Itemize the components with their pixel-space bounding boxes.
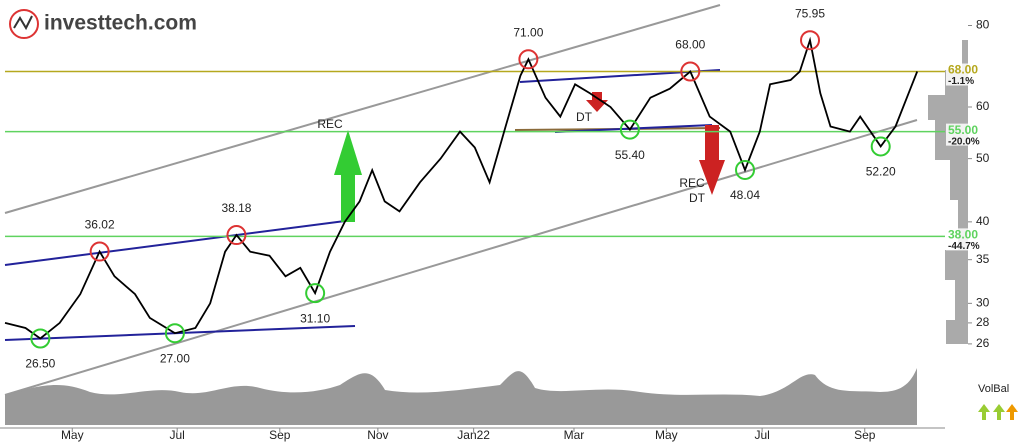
trend-line	[554, 124, 713, 133]
extreme-label: 71.00	[513, 25, 543, 39]
signal-label: REC	[679, 176, 705, 190]
extreme-marker	[518, 49, 539, 70]
signal-label: DT	[576, 110, 593, 124]
y-tick-label: 40	[976, 214, 990, 228]
extreme-marker	[164, 323, 185, 344]
x-tick-label: Sep	[854, 428, 876, 442]
trend-line	[4, 220, 346, 266]
sell-arrow	[586, 92, 608, 112]
level-change: -1.1%	[948, 76, 974, 87]
level-box	[946, 228, 990, 251]
volume-icon	[978, 404, 990, 420]
extreme-label: 48.04	[730, 188, 760, 202]
extreme-label: 27.00	[160, 351, 190, 365]
x-tick-label: Nov	[367, 428, 388, 442]
volume-label: VolBal	[978, 383, 1009, 395]
volume-profile	[928, 40, 968, 344]
x-tick-label: May	[61, 428, 84, 442]
price-line	[4, 36, 919, 340]
volume-area	[5, 368, 917, 425]
extreme-marker	[305, 283, 326, 304]
extreme-label: 36.02	[85, 218, 115, 232]
x-tick-label: Mar	[564, 428, 585, 442]
level-box	[946, 123, 990, 146]
extreme-label: 55.40	[615, 148, 645, 162]
channel-line	[4, 4, 721, 214]
extreme-marker	[30, 328, 51, 349]
logo: investtech.com	[44, 12, 197, 35]
y-tick-label: 60	[976, 99, 990, 113]
volume-icon	[993, 404, 1005, 420]
level-change: -20.0%	[948, 136, 980, 147]
extreme-label: 38.18	[221, 201, 251, 215]
channel-line	[4, 119, 918, 396]
extreme-label: 52.20	[866, 165, 896, 179]
level-change: -44.7%	[948, 241, 980, 252]
level-box	[946, 63, 990, 86]
extreme-marker	[870, 136, 891, 157]
x-tick-label: Jul	[170, 428, 185, 442]
y-tick-label: 35	[976, 252, 990, 266]
extreme-label: 68.00	[675, 38, 705, 52]
signal-label: REC	[317, 117, 343, 131]
level-label: 55.00	[948, 123, 978, 137]
sell-arrow	[699, 125, 725, 195]
extreme-marker	[735, 159, 756, 180]
extreme-marker	[680, 61, 701, 82]
level-label: 68.00	[948, 63, 978, 77]
x-tick-label: Jan22	[457, 428, 490, 442]
level-label: 38.00	[948, 228, 978, 242]
extreme-marker	[800, 30, 821, 51]
signal-label: DT	[689, 191, 706, 205]
x-tick-label: Sep	[269, 428, 291, 442]
volume-icon	[1006, 404, 1018, 420]
y-tick-label: 80	[976, 18, 990, 32]
extreme-label: 31.10	[300, 311, 330, 325]
extreme-marker	[619, 119, 640, 140]
y-tick-label: 26	[976, 336, 990, 350]
buy-arrow	[334, 130, 362, 222]
logo-icon	[13, 15, 33, 31]
trend-line	[4, 325, 356, 341]
x-tick-label: May	[655, 428, 678, 442]
y-tick-label: 30	[976, 296, 990, 310]
y-tick-label: 28	[976, 315, 990, 329]
logo-icon	[9, 9, 39, 39]
extreme-label: 75.95	[795, 6, 825, 20]
extreme-marker	[226, 225, 247, 246]
y-tick-label: 50	[976, 151, 990, 165]
x-tick-label: Jul	[754, 428, 769, 442]
extreme-marker	[89, 241, 110, 262]
extreme-label: 26.50	[25, 357, 55, 371]
